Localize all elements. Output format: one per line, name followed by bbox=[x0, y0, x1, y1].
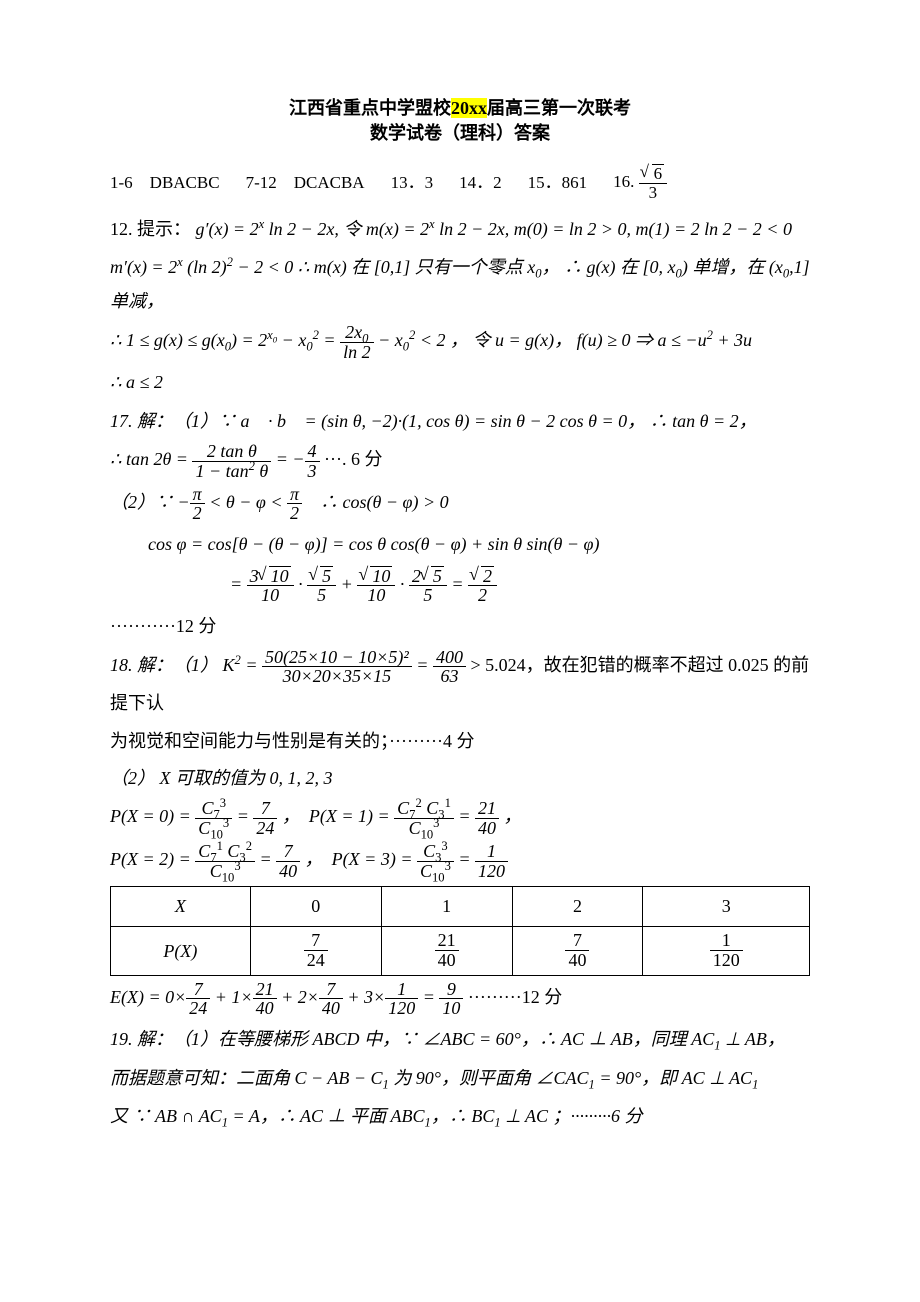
answers-7-12: 7-12 DCACBA bbox=[246, 167, 365, 199]
q12-line3: ∴ 1 ≤ g(x) ≤ g(x0) = 2x0 − x02 = 2x0ln 2… bbox=[110, 323, 810, 362]
answer-15: 15．861 bbox=[528, 167, 588, 199]
title-line-2: 数学试卷（理科）答案 bbox=[110, 121, 810, 146]
table-row: X 0 1 2 3 bbox=[111, 887, 810, 926]
q17-part2-line2: cos φ = cos[θ − (θ − φ)] = cos θ cos(θ −… bbox=[110, 527, 810, 561]
table-header-X: X bbox=[111, 887, 251, 926]
table-row: P(X) 724 2140 740 1120 bbox=[111, 926, 810, 975]
table-row-label: P(X) bbox=[111, 926, 251, 975]
table-header-2: 2 bbox=[512, 887, 643, 926]
table-header-0: 0 bbox=[250, 887, 381, 926]
title-prefix: 江西省重点中学盟校 bbox=[289, 98, 451, 118]
table-cell-p3: 1120 bbox=[643, 926, 810, 975]
q18-expectation: E(X) = 0×724 + 1×2140 + 2×740 + 3×1120 =… bbox=[110, 980, 810, 1019]
q12-line2: m′(x) = 2x (ln 2)2 − 2 < 0 ∴ m(x) 在 [0,1… bbox=[110, 250, 810, 318]
q17-line1: 17. 解：（1）∵ a⃗ · b⃗ = (sin θ, −2)·(1, cos… bbox=[110, 404, 810, 438]
title-suffix: 届高三第一次联考 bbox=[487, 98, 631, 118]
q17-part2-line3: = 31010 · 55 + 1010 · 255 = 22 bbox=[110, 566, 810, 606]
exam-answer-page: 江西省重点中学盟校20xx届高三第一次联考 数学试卷（理科）答案 1-6 DBA… bbox=[0, 0, 920, 1302]
q19-line1: 19. 解：（1）在等腰梯形 ABCD 中，∵ ∠ABC = 60°，∴ AC … bbox=[110, 1022, 810, 1056]
title-block: 江西省重点中学盟校20xx届高三第一次联考 数学试卷（理科）答案 bbox=[110, 96, 810, 146]
q12-hint-label: 12. 提示： bbox=[110, 219, 191, 239]
q17-line2: ∴ tan 2θ = 2 tan θ1 − tan2 θ = −43 ···. … bbox=[110, 442, 810, 481]
answer-16: 16. 6 3 bbox=[613, 164, 667, 202]
q17-tail: ···········12 分 bbox=[110, 609, 810, 643]
table-cell-p0: 724 bbox=[250, 926, 381, 975]
answers-1-6: 1-6 DBACBC bbox=[110, 167, 220, 199]
title-line-1: 江西省重点中学盟校20xx届高三第一次联考 bbox=[110, 96, 810, 121]
answer-14: 14．2 bbox=[459, 167, 502, 199]
q18-prob-row2: P(X = 2) = C71 C32C103 = 740 ， P(X = 3) … bbox=[110, 842, 810, 881]
distribution-table: X 0 1 2 3 P(X) 724 2140 740 1120 bbox=[110, 886, 810, 975]
q19-line3: 又 ∵ AB ∩ AC1 = A，∴ AC ⊥ 平面 ABC1，∴ BC1 ⊥ … bbox=[110, 1099, 810, 1133]
table-header-1: 1 bbox=[381, 887, 512, 926]
q12-line1: 12. 提示： g′(x) = 2x ln 2 − 2x, 令 m(x) = 2… bbox=[110, 212, 810, 246]
q12-expr1: g′(x) = 2x ln 2 − 2x, 令 m(x) = 2x ln 2 −… bbox=[196, 219, 792, 239]
answer-16-frac: 6 3 bbox=[639, 164, 668, 202]
table-cell-p1: 2140 bbox=[381, 926, 512, 975]
q18-line2: 为视觉和空间能力与性别是有关的；·········4 分 bbox=[110, 724, 810, 758]
q18-part2-intro: （2） X 可取的值为 0, 1, 2, 3 bbox=[110, 761, 810, 795]
answer-16-label: 16. bbox=[613, 172, 634, 191]
q18-prob-row1: P(X = 0) = C73C103 = 724 ， P(X = 1) = C7… bbox=[110, 799, 810, 838]
table-header-3: 3 bbox=[643, 887, 810, 926]
q18-line1: 18. 解：（1） K2 = 50(25×10 − 10×5)²30×20×35… bbox=[110, 648, 810, 721]
title-year-highlight: 20xx bbox=[451, 98, 487, 118]
q19-line2: 而据题意可知：二面角 C − AB − C1 为 90°，则平面角 ∠CAC1 … bbox=[110, 1061, 810, 1095]
q17-part2-line1: （2）∵ −π2 < θ − φ < π2 ∴ cos(θ − φ) > 0 bbox=[110, 485, 810, 524]
answer-13: 13．3 bbox=[391, 167, 434, 199]
table-cell-p2: 740 bbox=[512, 926, 643, 975]
short-answers-row: 1-6 DBACBC 7-12 DCACBA 13．3 14．2 15．861 … bbox=[110, 164, 810, 202]
q12-line4: ∴ a ≤ 2 bbox=[110, 365, 810, 399]
